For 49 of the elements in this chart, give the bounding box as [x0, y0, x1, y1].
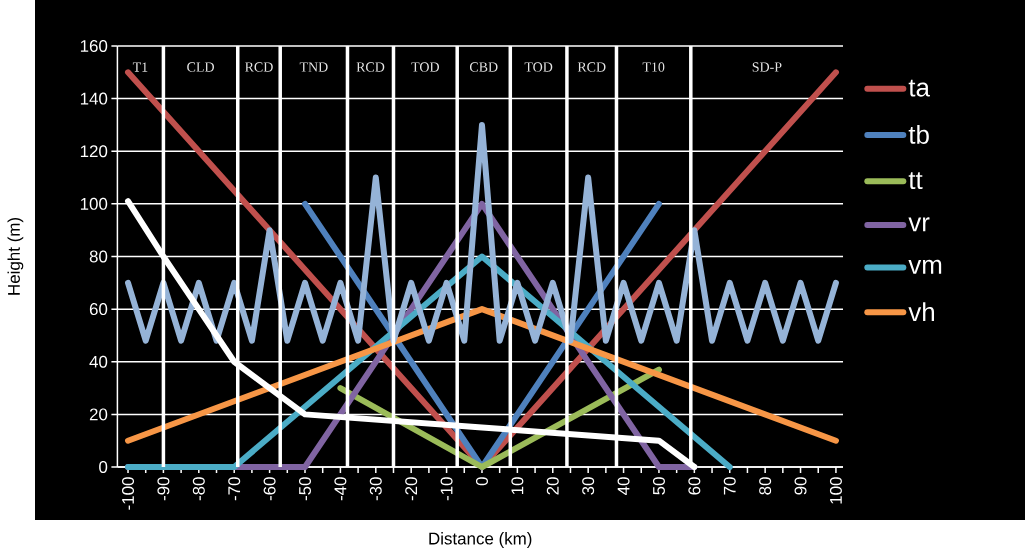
annotation: T1	[132, 62, 148, 72]
x-tick-label: 30	[582, 477, 595, 495]
x-tick-label: -50	[299, 477, 311, 501]
annotation: TOD	[411, 62, 439, 72]
annotation: CBD	[469, 62, 498, 72]
annotation: CLD	[187, 62, 214, 72]
x-tick-label: 70	[723, 477, 736, 495]
legend-label: ta	[908, 79, 930, 97]
annotation: RCD	[577, 62, 606, 72]
y-tick-label: 40	[89, 355, 108, 368]
y-tick-label: 100	[80, 197, 108, 210]
legend-label: tb	[908, 124, 929, 144]
annotation: SD-P	[752, 62, 782, 72]
y-tick-label: 80	[89, 250, 108, 263]
x-tick-label: -70	[228, 477, 241, 501]
x-tick-label: -20	[405, 477, 418, 501]
y-tick-label: 20	[89, 408, 108, 421]
x-tick-label: 40	[617, 477, 630, 495]
x-tick-label: 20	[546, 477, 559, 495]
x-tick-label: 80	[759, 477, 772, 495]
y-tick-label: 120	[80, 145, 108, 158]
x-tick-label: -30	[369, 477, 382, 501]
annotation: TND	[299, 62, 328, 72]
legend-label: tt	[908, 172, 923, 190]
x-tick-label: 10	[511, 477, 524, 495]
x-tick-label: 50	[652, 477, 665, 495]
x-tick-label: -10	[440, 477, 453, 501]
x-tick-label: -100	[122, 477, 135, 510]
x-tick-label: -80	[192, 477, 205, 501]
x-tick-label: -90	[157, 477, 170, 501]
legend-label: vr	[908, 217, 930, 232]
y-tick-label: 140	[80, 92, 108, 105]
y-axis-title: Height (m)	[7, 218, 24, 295]
x-tick-label: -40	[334, 477, 347, 501]
y-tick-label: 160	[80, 40, 108, 52]
y-tick-label: 60	[89, 303, 108, 316]
y-tick-label: 0	[99, 461, 108, 473]
legend-label: vh	[908, 302, 934, 321]
annotation: RCD	[356, 62, 385, 72]
x-tick-label: 100	[829, 477, 842, 504]
x-tick-label: -60	[263, 477, 276, 501]
annotation: TOD	[524, 62, 553, 72]
x-axis-title: Distance (km)	[429, 532, 532, 548]
annotation: RCD	[245, 62, 273, 72]
legend-label: vm	[908, 259, 942, 274]
annotation: T10	[642, 62, 665, 72]
x-tick-label: 60	[688, 477, 701, 495]
x-tick-label: 90	[794, 477, 807, 495]
x-tick-label: 0	[475, 477, 488, 486]
